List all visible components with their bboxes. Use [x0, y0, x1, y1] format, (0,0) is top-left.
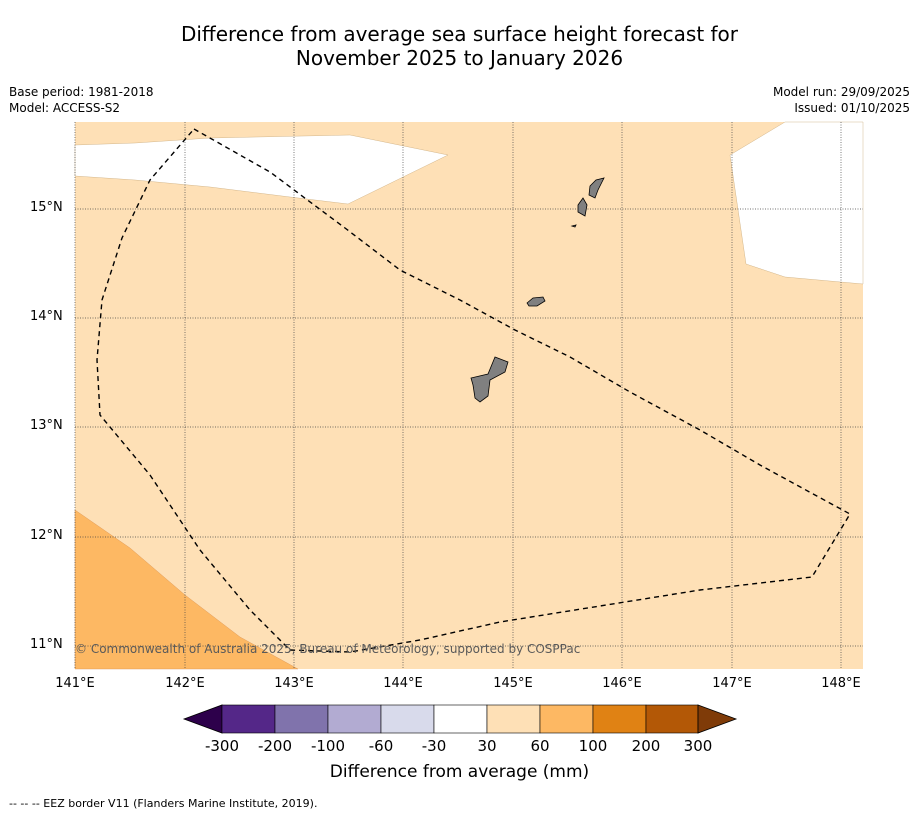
colorbar-bin-neg100-neg60 [327, 704, 382, 734]
colorbar-tick-neg30: -30 [421, 737, 447, 755]
colorbar-bin-neg200-neg100 [274, 704, 329, 734]
lat-label-13n: 13°N [30, 418, 63, 433]
colorbar-bin-60-100 [539, 704, 594, 734]
colorbar-tick-30: 30 [477, 737, 497, 755]
colorbar-bin-neg30-30 [433, 704, 488, 734]
lat-label-12n: 12°N [30, 528, 63, 543]
colorbar-bin-neg300-neg200 [221, 704, 276, 734]
model-name: Model: ACCESS-S2 [9, 101, 121, 115]
colorbar-label: Difference from average (mm) [329, 762, 590, 782]
lon-label-141e: 141°E [55, 676, 95, 691]
title-line-2: November 2025 to January 2026 [295, 46, 624, 70]
lat-label-15n: 15°N [30, 200, 63, 215]
colorbar-tick-300: 300 [683, 737, 713, 755]
title-line-1: Difference from average sea surface heig… [180, 22, 739, 46]
gridlines [74, 122, 863, 669]
lon-label-145e: 145°E [493, 676, 533, 691]
lon-label-144e: 144°E [383, 676, 423, 691]
island-aguijan [570, 224, 577, 228]
colorbar [182, 704, 738, 734]
island-saipan [588, 177, 605, 199]
colorbar-under-arrow [182, 704, 223, 734]
colorbar-tick-neg200: -200 [257, 737, 293, 755]
model-run: Model run: 29/09/2025 [772, 85, 910, 99]
island-tinian [577, 197, 588, 217]
copyright-notice: © Commonwealth of Australia 2025, Bureau… [75, 642, 581, 656]
colorbar-tick-60: 60 [530, 737, 550, 755]
colorbar-bin-100-200 [592, 704, 647, 734]
issued-date: Issued: 01/10/2025 [794, 101, 910, 115]
lon-label-147e: 147°E [712, 676, 752, 691]
lat-label-14n: 14°N [30, 309, 63, 324]
chart-title: Difference from average sea surface heig… [0, 22, 919, 70]
colorbar-tick-100: 100 [578, 737, 608, 755]
lon-label-143e: 143°E [274, 676, 314, 691]
colorbar-tick-neg60: -60 [368, 737, 394, 755]
colorbar-bin-200-300 [645, 704, 699, 734]
lon-label-146e: 146°E [602, 676, 642, 691]
colorbar-tick-200: 200 [631, 737, 661, 755]
lon-label-142e: 142°E [165, 676, 205, 691]
lat-label-11n: 11°N [30, 637, 63, 652]
lon-label-148e: 148°E [821, 676, 861, 691]
meta-left: Base period: 1981-2018 Model: ACCESS-S2 [9, 84, 154, 116]
eez-footnote: -- -- -- EEZ border V11 (Flanders Marine… [9, 797, 318, 810]
anomaly-zone-neutral-east [729, 121, 864, 285]
colorbar-tick-neg100: -100 [310, 737, 346, 755]
island-guam [470, 356, 509, 403]
island-rota [526, 296, 546, 307]
islands [470, 177, 605, 403]
base-period: Base period: 1981-2018 [9, 85, 154, 99]
meta-right: Model run: 29/09/2025 Issued: 01/10/2025 [773, 84, 910, 116]
colorbar-tick-neg300: -300 [204, 737, 240, 755]
eez-border [96, 128, 851, 653]
colorbar-bin-30-60 [486, 704, 541, 734]
colorbar-over-arrow [697, 704, 738, 734]
colorbar-bin-neg60-neg30 [380, 704, 435, 734]
anomaly-zone-60-100 [74, 509, 299, 670]
